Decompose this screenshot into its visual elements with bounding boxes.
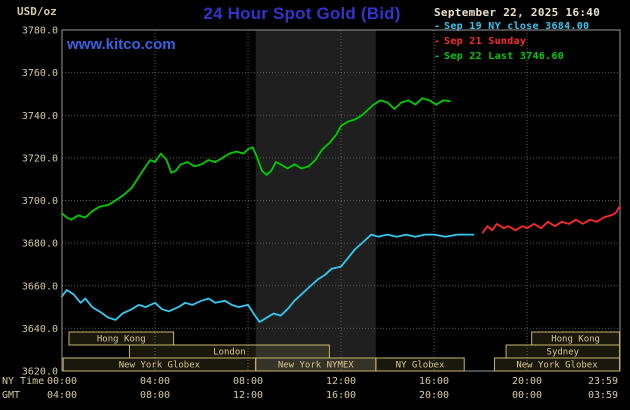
x-tick-gmt-label: 00:00 <box>512 390 542 401</box>
legend-item-label: Sep 21 Sunday <box>444 36 527 47</box>
y-tick-label: 3760.0 <box>22 68 58 79</box>
session-box <box>68 331 175 346</box>
price-series-sep21 <box>481 205 621 234</box>
session-label: London <box>213 348 246 358</box>
x-tick-ny-label: 12:00 <box>326 376 356 387</box>
session-label: Hong Kong <box>551 335 600 345</box>
x-tick-ny-label: 20:00 <box>512 376 542 387</box>
x-tick-gmt-label: 04:00 <box>47 390 77 401</box>
y-tick-label: 3700.0 <box>22 196 58 207</box>
series-dash-icon: - <box>434 51 441 62</box>
x-tick-gmt-label: 16:00 <box>326 390 356 401</box>
x-tick-ny-label: 16:00 <box>419 376 449 387</box>
y-tick-label: 3720.0 <box>22 153 58 164</box>
series-dash-icon: - <box>434 36 441 47</box>
legend-item-sep21: - Sep 21 Sunday <box>434 34 624 49</box>
x-tick-ny-label: 23:59 <box>588 376 618 387</box>
legend: September 22, 2025 16:40 - Sep 19 NY clos… <box>434 6 624 64</box>
session-label: Hong Kong <box>97 335 146 345</box>
y-tick-label: 3620.0 <box>22 367 58 378</box>
x-tick-ny-label: 08:00 <box>233 376 263 387</box>
x-tick-ny-label: 04:00 <box>140 376 170 387</box>
session-label: Sydney <box>547 348 580 358</box>
x-tick-gmt-label: 12:00 <box>233 390 263 401</box>
gmt-axis-label: GMT <box>2 390 20 401</box>
y-tick-label: 3680.0 <box>22 239 58 250</box>
session-label: New York NYMEX <box>278 361 354 371</box>
legend-item-sep19: - Sep 19 NY close 3684.00 <box>434 19 624 34</box>
nymex-session-band <box>255 30 376 371</box>
y-tick-label: 3780.0 <box>22 26 58 37</box>
session-label: New York Globex <box>119 361 201 371</box>
y-tick-label: 3640.0 <box>22 324 58 335</box>
legend-date: September 22, 2025 16:40 <box>434 6 601 19</box>
session-label: NY Globex <box>396 361 445 371</box>
legend-item-sep22: - Sep 22 Last 3746.60 <box>434 49 624 64</box>
y-tick-label: 3740.0 <box>22 111 58 122</box>
y-tick-label: 3660.0 <box>22 281 58 292</box>
x-tick-gmt-label: 20:00 <box>419 390 449 401</box>
x-tick-gmt-label: 03:59 <box>588 390 618 401</box>
series-dash-icon: - <box>434 21 441 32</box>
session-box <box>375 357 465 372</box>
price-series-sep19 <box>61 233 475 323</box>
session-box <box>493 357 621 372</box>
kitco-link[interactable]: www.kitco.com <box>67 36 176 53</box>
session-label: New York Globex <box>516 361 598 371</box>
legend-item-label: Sep 19 NY close 3684.00 <box>444 21 590 32</box>
x-tick-ny-label: 00:00 <box>47 376 77 387</box>
chart-title: 24 Hour Spot Gold (Bid) <box>203 4 401 23</box>
x-tick-gmt-label: 08:00 <box>140 390 170 401</box>
legend-item-label: Sep 22 Last 3746.60 <box>444 51 565 62</box>
price-series-sep22 <box>61 97 451 221</box>
units-label: USD/oz <box>17 5 57 18</box>
ny-time-axis-label: NY Time <box>2 376 44 387</box>
